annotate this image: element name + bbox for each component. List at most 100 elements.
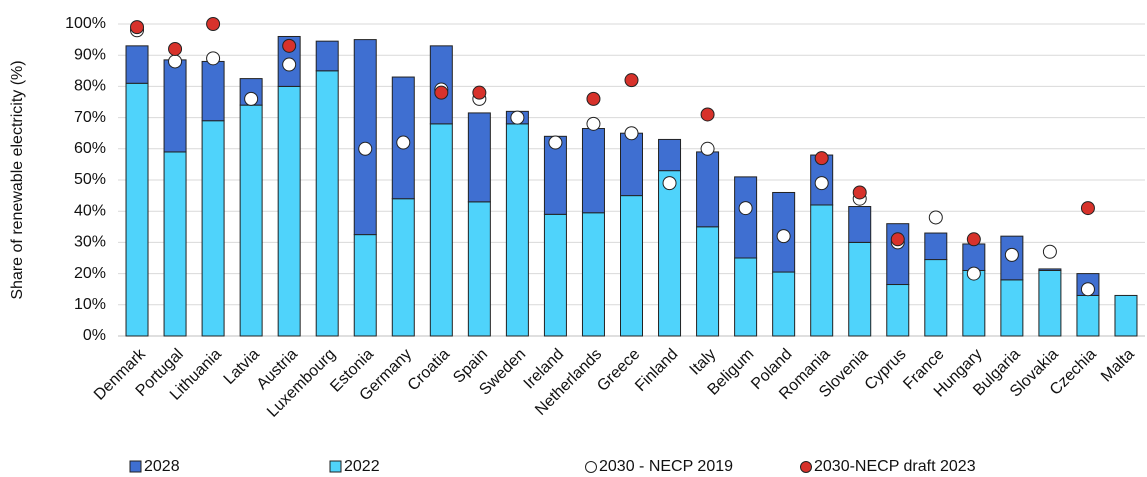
bar [1000,279,1024,337]
marker [434,85,449,100]
y-tick-label: 10% [74,296,106,313]
marker [472,85,487,100]
marker [206,51,221,66]
legend-label: 2022 [344,458,380,475]
bar [125,82,149,337]
bar [1038,269,1062,337]
marker [662,176,677,191]
marker [1004,247,1019,262]
marker [586,116,601,131]
marker [168,54,183,69]
y-tick-label: 80% [74,78,106,95]
marker [168,41,183,56]
marker [282,38,297,53]
bar [848,206,872,243]
x-tick-label: Malta [1098,346,1138,386]
bar [848,241,872,337]
bar [962,243,986,271]
legend-swatch [585,461,597,473]
bar [315,40,339,72]
x-tick-label: Italy [687,346,720,379]
marker [700,107,715,122]
marker [700,141,715,156]
marker [206,17,221,31]
y-tick-label: 20% [74,265,106,282]
bar [1114,294,1138,337]
bar [391,198,415,337]
bar [924,259,948,337]
y-tick-label: 60% [74,140,106,157]
bar [125,45,149,84]
marker [814,151,829,166]
bar [658,170,682,337]
bar [734,176,758,259]
y-tick-label: 100% [65,15,106,32]
bar [353,39,377,236]
marker [586,91,601,106]
x-tick-label: Cyprus [862,346,910,394]
bar [505,123,529,337]
bar [620,132,643,197]
bar [353,234,377,337]
bar [163,59,187,153]
bar [277,85,301,337]
legend-label: 2028 [144,458,180,475]
bar [810,204,834,337]
marker [928,210,943,225]
legend-label: 2030-NECP draft 2023 [814,458,976,475]
bar [201,120,225,337]
marker [890,232,905,247]
bar [696,151,720,228]
marker [738,201,753,216]
legend-label: 2030 - NECP 2019 [599,458,733,475]
marker [776,229,791,244]
marker [624,73,639,88]
marker [852,185,867,200]
bar [201,60,225,122]
marker [1080,201,1095,216]
y-tick-label: 90% [74,46,106,63]
bar [467,201,491,337]
y-tick-label: 0% [83,327,106,344]
bar [1038,268,1062,271]
bar [315,70,339,337]
legend-swatch [329,460,342,473]
marker [510,110,525,125]
bar [734,257,758,337]
bar [696,226,720,337]
bar [772,271,796,337]
legend-swatch [800,461,812,473]
bar [620,195,643,337]
marker [1042,244,1057,259]
bar [658,138,682,172]
marker [814,176,829,191]
marker [396,135,411,150]
marker [358,141,373,156]
marker [624,126,639,141]
y-tick-label: 30% [74,234,106,251]
bar [163,151,187,337]
bar [581,212,605,337]
marker [130,20,145,35]
bar [429,123,453,337]
marker [1080,282,1095,297]
legend-swatch [129,460,142,473]
bar [924,232,948,261]
bar [886,284,910,337]
bar [543,213,567,337]
marker [966,232,981,247]
bar [239,104,263,337]
marker [966,266,981,281]
y-axis-title: Share of renewable electricity (%) [9,60,26,299]
bar [581,128,605,214]
bar [467,112,491,203]
y-tick-label: 40% [74,202,106,219]
bar [1076,294,1100,337]
marker [244,91,259,106]
y-tick-label: 50% [74,171,106,188]
x-tick-label: Croatia [405,346,454,395]
marker [282,57,297,72]
x-tick-label: Finland [632,346,681,395]
